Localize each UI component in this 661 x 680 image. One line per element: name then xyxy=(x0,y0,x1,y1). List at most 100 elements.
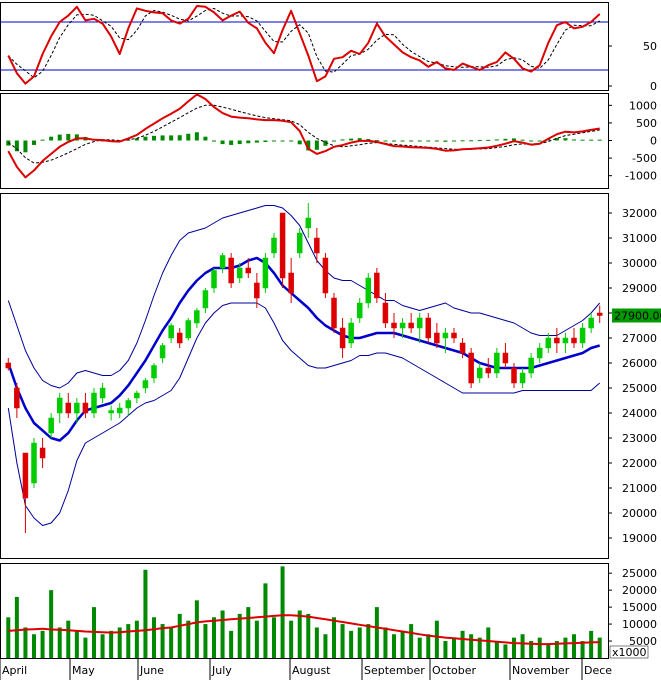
candle-body xyxy=(545,337,552,349)
month-label: July xyxy=(211,664,232,677)
macd-histogram-bar xyxy=(434,140,439,142)
candle-body xyxy=(588,317,594,329)
volume-bar xyxy=(434,620,439,658)
oscillator-tick-label: 50 xyxy=(643,40,657,53)
month-label: June xyxy=(139,664,164,677)
macd-histogram-bar xyxy=(314,140,319,150)
candle-body xyxy=(511,367,517,384)
candle-body xyxy=(476,367,483,379)
volume-bar xyxy=(280,566,285,658)
oscillator-panel xyxy=(0,5,608,85)
macd-histogram-bar xyxy=(229,140,234,145)
volume-bar xyxy=(237,613,242,658)
price-tick-label: 22000 xyxy=(622,457,657,470)
macd-tick-label: 500 xyxy=(636,117,657,130)
candle-body xyxy=(562,337,569,344)
macd-histogram-bar xyxy=(14,140,19,152)
volume-bar xyxy=(460,630,465,658)
candle-body xyxy=(5,362,12,369)
macd-histogram-bar xyxy=(263,140,268,142)
price-tick-label: 26000 xyxy=(622,357,657,370)
macd-tick-label: -1000 xyxy=(625,170,657,183)
candle-body xyxy=(314,237,320,254)
macd-histogram-bar xyxy=(237,140,242,145)
volume-bar xyxy=(194,600,199,658)
candle-body xyxy=(219,255,226,269)
volume-bar xyxy=(109,630,114,658)
volume-bar xyxy=(117,627,122,658)
volume-bar xyxy=(537,637,542,658)
volume-bar xyxy=(409,624,414,658)
price-tick-label: 29000 xyxy=(622,282,657,295)
volume-bar xyxy=(529,641,534,658)
candle-body xyxy=(536,347,543,359)
candle-body xyxy=(374,272,380,299)
volume-bar xyxy=(177,613,182,658)
macd-histogram-bar xyxy=(366,139,371,141)
volume-bar xyxy=(477,637,482,658)
candle-body xyxy=(554,337,560,344)
candle-body xyxy=(142,380,149,389)
volume-bar xyxy=(563,637,568,658)
price-tick-label: 24000 xyxy=(622,407,657,420)
axis-labels: 05010005000-500-100019000200002100022000… xyxy=(0,40,661,680)
oscillator-signal-line xyxy=(7,7,600,79)
volume-bar xyxy=(32,634,36,658)
macd-histogram-bar xyxy=(554,137,559,141)
macd-histogram-bar xyxy=(332,140,336,142)
macd-histogram-bar xyxy=(572,139,576,141)
candle-body xyxy=(39,447,46,459)
macd-histogram-bar xyxy=(529,140,534,142)
volume-tick-label: 25000 xyxy=(622,567,657,580)
candle-body xyxy=(245,267,252,274)
volume-bar xyxy=(400,630,405,658)
candle-body xyxy=(202,290,209,309)
volume-bar xyxy=(314,627,319,658)
candle-body xyxy=(322,257,329,294)
oscillator-tick-label: 0 xyxy=(650,80,657,93)
macd-histogram-bar xyxy=(160,135,165,141)
volume-bar xyxy=(392,634,396,658)
macd-histogram-bar xyxy=(597,139,602,141)
price-tick-label: 31000 xyxy=(622,232,657,245)
candle-body xyxy=(425,317,432,339)
macd-histogram-bar xyxy=(40,139,45,141)
macd-histogram-bar xyxy=(374,140,379,142)
candle-body xyxy=(579,327,586,344)
macd-histogram-bar xyxy=(220,140,225,145)
candle-body xyxy=(48,417,54,434)
volume-tick-label: 20000 xyxy=(622,584,657,597)
volume-bar xyxy=(57,627,62,658)
volume-bar xyxy=(126,624,131,658)
volume-bar xyxy=(469,634,474,658)
macd-histogram-bar xyxy=(297,140,302,145)
candle-body xyxy=(116,407,123,414)
price-tick-label: 27000 xyxy=(622,332,657,345)
volume-bar xyxy=(417,637,422,658)
candle-body xyxy=(185,320,192,339)
volume-bar xyxy=(383,627,388,658)
macd-histogram-bar xyxy=(383,140,388,142)
candle-body xyxy=(151,365,157,379)
macd-histogram-bar xyxy=(169,135,174,141)
volume-bar xyxy=(66,620,71,658)
candle-body xyxy=(271,237,277,254)
volume-bar xyxy=(597,637,602,658)
price-tick-label: 25000 xyxy=(622,382,657,395)
volume-bar xyxy=(297,610,302,658)
last-price-label: 27900.00 xyxy=(614,310,661,323)
month-label: Dece xyxy=(584,664,612,677)
macd-histogram-bar xyxy=(152,135,156,141)
candle-body xyxy=(494,352,500,374)
candle-body xyxy=(596,312,603,316)
volume-bar xyxy=(229,630,234,658)
candle-body xyxy=(99,387,106,399)
volume-bar xyxy=(6,617,11,658)
candle-body xyxy=(134,392,140,399)
macd-histogram-bar xyxy=(194,132,199,141)
volume-bar xyxy=(40,630,45,658)
candle-body xyxy=(288,272,294,294)
price-tick-label: 20000 xyxy=(622,507,657,520)
macd-histogram-bar xyxy=(280,140,285,142)
